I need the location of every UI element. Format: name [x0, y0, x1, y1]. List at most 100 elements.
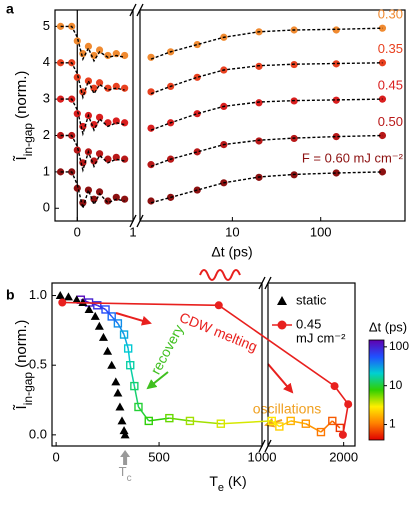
- trajectory-point: [286, 416, 295, 426]
- data-point: [147, 161, 155, 169]
- data-point: [255, 137, 263, 145]
- data-point: [330, 382, 339, 391]
- legend-marker: [277, 320, 287, 330]
- data-point: [72, 295, 82, 304]
- fit-line: [60, 25, 383, 63]
- data-point: [63, 292, 73, 301]
- data-point: [193, 73, 201, 81]
- trajectory-point: [328, 416, 337, 426]
- x-tick-label: 500: [148, 449, 170, 464]
- data-point: [255, 99, 263, 107]
- data-point: [103, 346, 113, 355]
- axis-break: [264, 276, 272, 290]
- x-axis-label: Te (K): [209, 473, 246, 494]
- data-point: [94, 321, 104, 330]
- axes-frame: [139, 9, 406, 222]
- trajectory-point: [101, 305, 110, 314]
- data-point: [193, 110, 201, 118]
- trajectory-point: [165, 413, 174, 423]
- y-axis-label-subscript: in-gap: [21, 372, 35, 406]
- data-point: [95, 188, 104, 196]
- trajectory-point: [93, 301, 102, 310]
- data-point: [56, 95, 65, 103]
- trajectory-point: [123, 344, 133, 353]
- legend-unit: mJ cm⁻²: [296, 330, 346, 345]
- x-axis-label-symbol: T: [209, 473, 218, 489]
- x-tick-label: 1: [129, 224, 136, 239]
- data-point: [193, 40, 201, 49]
- trajectory-point: [301, 419, 311, 428]
- data-point: [113, 388, 123, 397]
- axes-frame: [267, 282, 356, 447]
- axes-frame: [51, 282, 263, 447]
- tc-symbol: T: [119, 464, 127, 479]
- colorbar: [368, 339, 385, 441]
- data-point: [332, 169, 340, 177]
- data-point: [84, 77, 93, 85]
- trajectory-segment: [117, 323, 125, 335]
- data-point: [56, 59, 65, 67]
- data-point: [121, 195, 129, 203]
- fit-line: [60, 171, 383, 211]
- trajectory-point: [126, 360, 135, 370]
- legend-label: 0.45: [296, 316, 321, 331]
- data-point: [104, 155, 112, 163]
- series-label: 0.45: [378, 78, 403, 93]
- trajectory-segment: [137, 406, 150, 422]
- data-point: [104, 119, 112, 127]
- axis-break: [136, 214, 144, 228]
- tc-label: Tc: [119, 464, 132, 484]
- data-point: [214, 301, 223, 310]
- data-point: [147, 88, 155, 96]
- trajectory-point: [113, 319, 123, 328]
- annotation: recovery: [147, 322, 186, 377]
- trajectory-segment: [290, 420, 306, 425]
- x-axis-label: Δt (ps): [211, 244, 252, 260]
- data-point: [111, 377, 121, 386]
- trajectory-point: [107, 312, 116, 321]
- colorbar-title: Δt (ps): [369, 319, 407, 334]
- data-point: [56, 131, 65, 140]
- trajectory-point: [130, 381, 139, 391]
- data-point: [332, 60, 340, 68]
- data-point: [95, 113, 104, 121]
- axis-break: [129, 3, 137, 17]
- trajectory-point: [134, 402, 143, 412]
- data-point: [332, 26, 340, 34]
- series-label: 0.30: [378, 7, 403, 22]
- trajectory-segment: [320, 420, 333, 433]
- tc-arrow: [120, 450, 131, 465]
- data-point: [121, 51, 129, 60]
- trajectory-segment: [279, 420, 292, 428]
- y-tick-label: 1: [43, 163, 50, 178]
- y-tick-label: 2: [43, 127, 50, 142]
- data-point: [121, 155, 129, 163]
- data-point: [79, 50, 87, 58]
- trajectory-point: [275, 422, 284, 431]
- data-point: [55, 291, 65, 300]
- trajectory-point: [119, 330, 129, 339]
- tc-subscript: c: [127, 473, 132, 484]
- data-point: [95, 79, 104, 87]
- x-tick-label: 10: [225, 224, 239, 239]
- data-point: [90, 311, 100, 320]
- x-tick-label: 100: [310, 224, 332, 239]
- trajectory-segment: [127, 348, 131, 366]
- y-tick-label: 0.5: [29, 357, 47, 372]
- x-tick-label: 2000: [329, 449, 358, 464]
- data-point: [193, 148, 201, 156]
- colorbar-tick-label: 10: [389, 378, 403, 392]
- data-point: [104, 51, 112, 60]
- annotation: CDW melting: [177, 309, 259, 355]
- data-point: [338, 430, 347, 439]
- y-axis-label-symbol: Ĩ: [13, 404, 30, 410]
- data-point: [332, 133, 340, 141]
- axis-break: [258, 276, 266, 290]
- y-axis-label: Ĩin-gap (norm.): [13, 320, 35, 411]
- data-point: [121, 119, 129, 127]
- x-axis-label-unit: (K): [228, 473, 247, 489]
- y-axis-label: Ĩin-gap (norm.): [13, 71, 35, 162]
- data-point: [332, 96, 340, 104]
- trajectory-point: [216, 419, 226, 428]
